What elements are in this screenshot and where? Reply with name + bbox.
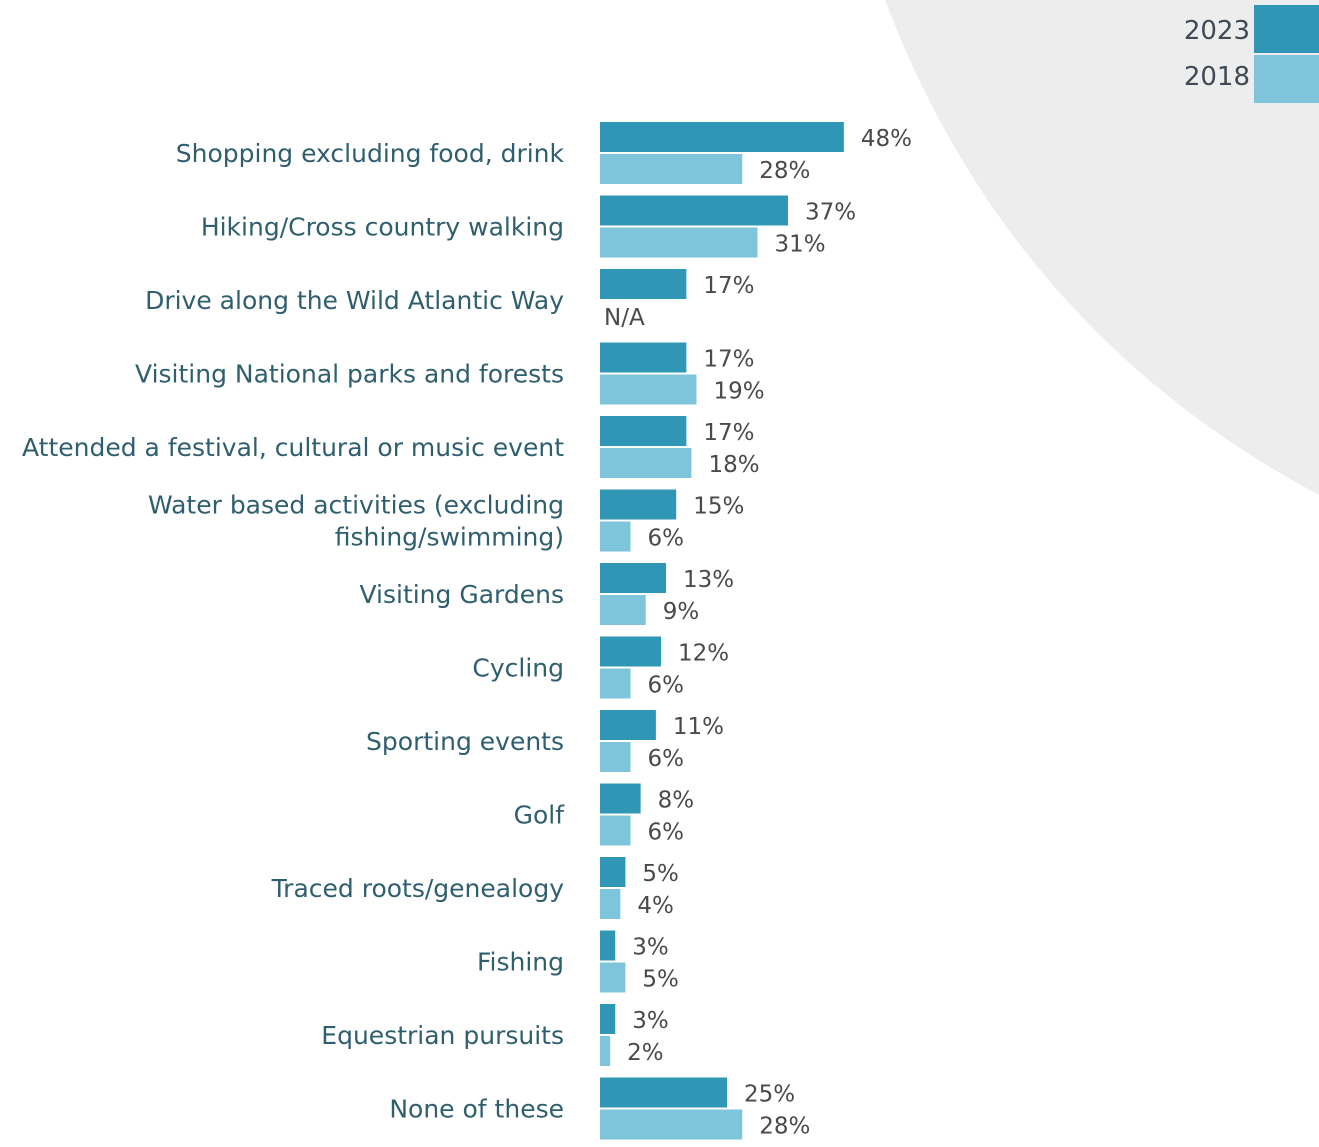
legend-label-2023: 2023 xyxy=(1183,16,1250,46)
data-label-2023: 17% xyxy=(703,420,754,446)
data-label-2023: 17% xyxy=(703,347,754,373)
legend-label-2018: 2018 xyxy=(1183,62,1250,92)
category-label: Fishing xyxy=(477,948,564,977)
data-label-2023: 12% xyxy=(678,641,729,667)
bar-2018 xyxy=(600,962,626,993)
category-label: fishing/swimming) xyxy=(335,523,564,552)
data-label-2018: 19% xyxy=(714,379,765,405)
bar-2018 xyxy=(600,742,631,772)
bar-2018 xyxy=(600,815,631,846)
data-label-2023: 25% xyxy=(744,1082,795,1108)
data-label-2018: 6% xyxy=(647,820,684,846)
category-label: None of these xyxy=(389,1095,564,1124)
data-label-2023: 17% xyxy=(703,273,754,299)
data-label-2023: 48% xyxy=(861,126,912,152)
bar-2018 xyxy=(600,154,743,184)
bar-2018 xyxy=(600,595,646,625)
bar-2023 xyxy=(600,563,667,593)
data-label-2018: 28% xyxy=(759,1114,810,1140)
category-label: Visiting Gardens xyxy=(359,580,564,609)
legend-swatch-2018 xyxy=(1254,55,1319,103)
data-label-2023: 5% xyxy=(642,861,679,887)
data-label-2023: 15% xyxy=(693,494,744,520)
data-label-2023: 3% xyxy=(632,1008,669,1034)
bar-2018 xyxy=(600,227,758,258)
bar-2023 xyxy=(600,710,656,740)
category-label: Golf xyxy=(514,801,566,830)
category-label: Equestrian pursuits xyxy=(321,1021,564,1050)
legend-swatch-2023 xyxy=(1254,5,1319,53)
data-label-2023: 3% xyxy=(632,935,669,961)
data-label-2018: 4% xyxy=(637,893,674,919)
bar-2023 xyxy=(600,857,626,887)
bar-2023 xyxy=(600,122,844,152)
bar-2018 xyxy=(600,1109,743,1140)
data-label-2018: 6% xyxy=(647,526,684,552)
bar-2023 xyxy=(600,1077,727,1108)
data-label-2023: 37% xyxy=(805,200,856,226)
data-label-2018: 2% xyxy=(627,1040,664,1066)
bar-2023 xyxy=(600,342,687,373)
bar-2018 xyxy=(600,521,631,552)
bar-2023 xyxy=(600,195,788,226)
bar-2018 xyxy=(600,889,621,919)
data-label-2018: 28% xyxy=(759,158,810,184)
bar-2018 xyxy=(600,374,697,405)
category-label: Cycling xyxy=(472,654,564,683)
category-label: Attended a festival, cultural or music e… xyxy=(22,433,564,462)
category-label: Shopping excluding food, drink xyxy=(176,139,565,168)
category-label: Hiking/Cross country walking xyxy=(201,213,564,242)
bar-2023 xyxy=(600,269,687,299)
bar-2023 xyxy=(600,416,687,446)
data-label-2018: 18% xyxy=(708,452,759,478)
bar-2018 xyxy=(600,448,692,478)
data-label-2018: 5% xyxy=(642,967,679,993)
category-label: Drive along the Wild Atlantic Way xyxy=(145,286,564,315)
bar-2018 xyxy=(600,668,631,699)
bar-2023 xyxy=(600,930,616,961)
data-label-2023: 13% xyxy=(683,567,734,593)
data-label-2018: 31% xyxy=(774,232,825,258)
bar-2023 xyxy=(600,636,661,667)
bar-2023 xyxy=(600,1004,616,1034)
bar-2023 xyxy=(600,783,641,814)
bar-2023 xyxy=(600,489,677,520)
category-label: Sporting events xyxy=(366,727,564,756)
bar-2018 xyxy=(600,1036,611,1066)
category-label: Traced roots/genealogy xyxy=(271,874,565,903)
data-label-2023: 8% xyxy=(658,788,695,814)
data-label-2018: 6% xyxy=(647,673,684,699)
category-label: Visiting National parks and forests xyxy=(135,360,564,389)
data-label-2023: 11% xyxy=(673,714,724,740)
data-label-2018: 9% xyxy=(663,599,700,625)
data-label-2018: N/A xyxy=(604,305,645,331)
category-label: Water based activities (excluding xyxy=(148,491,564,520)
data-label-2018: 6% xyxy=(647,746,684,772)
